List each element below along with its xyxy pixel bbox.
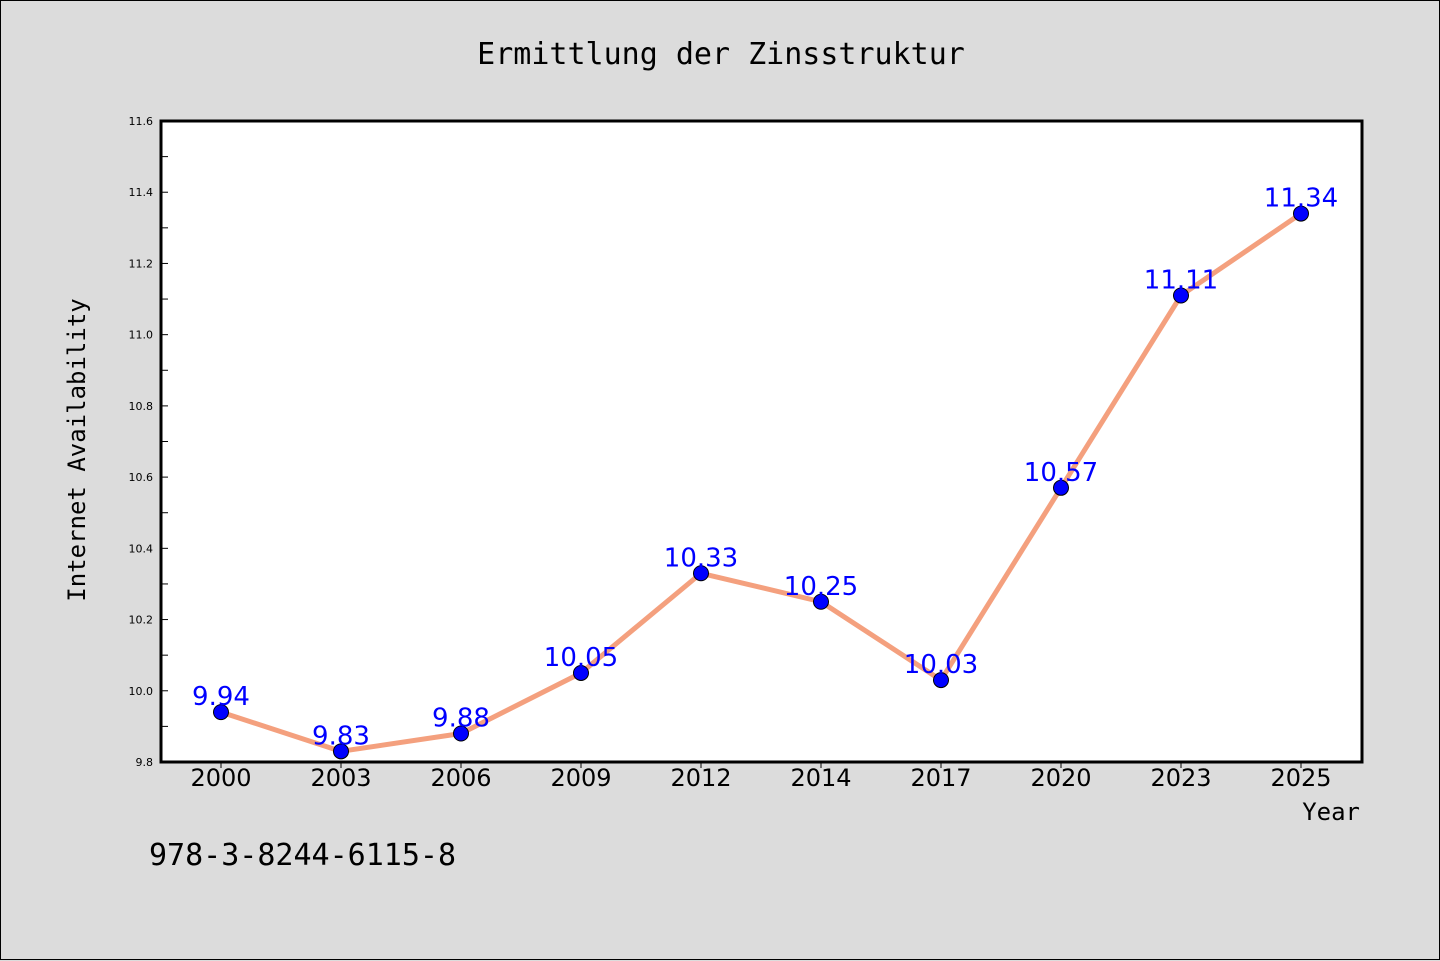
y-tick-label: 10.6 [129, 471, 154, 484]
x-axis-label: Year [1302, 798, 1360, 826]
x-tick-label: 2000 [190, 764, 251, 792]
data-point [1173, 287, 1189, 304]
x-tick-label: 2014 [790, 764, 851, 792]
y-tick-label: 10.8 [129, 400, 154, 413]
footnote-isbn: 978-3-8244-6115-8 [149, 838, 456, 873]
data-label: 10.57 [1024, 458, 1098, 488]
y-tick-label: 11.2 [129, 257, 154, 270]
data-label: 10.05 [544, 643, 618, 673]
data-point [573, 664, 589, 681]
y-tick-label: 10.2 [129, 614, 154, 627]
data-label: 9.94 [192, 682, 250, 712]
y-tick-label: 10.4 [129, 542, 154, 555]
x-tick-label: 2003 [310, 764, 371, 792]
data-point [693, 565, 709, 582]
data-point [933, 672, 949, 689]
y-tick-label: 11.6 [129, 115, 154, 128]
x-axis: 2000 2003 2006 2009 2012 2014 2017 2020 2023 2025 [190, 762, 1332, 792]
data-label: 10.03 [904, 650, 978, 680]
y-tick-label: 9.8 [136, 756, 154, 769]
x-tick-label: 2012 [670, 764, 731, 792]
y-tick-label: 11.0 [129, 329, 154, 342]
y-tick-label: 11.4 [129, 186, 154, 199]
data-point [1053, 479, 1069, 496]
data-label: 10.25 [784, 572, 858, 602]
data-point [213, 704, 229, 721]
data-label: 10.33 [664, 543, 738, 573]
data-point [1293, 205, 1309, 222]
y-tick-label: 10.0 [129, 685, 154, 698]
chart-title: Ermittlung der Zinsstruktur [477, 37, 965, 72]
plot-area [159, 119, 1364, 764]
series: 9.94 9.83 9.88 10.05 10.33 10.25 10.03 10.57 11.… [192, 184, 1338, 760]
y-axis-label: Internet Availability [63, 298, 91, 601]
data-label: 11.11 [1144, 265, 1218, 295]
data-label: 11.34 [1264, 184, 1338, 214]
x-tick-label: 2006 [430, 764, 491, 792]
data-point [333, 743, 349, 760]
data-label: 9.88 [432, 704, 490, 734]
x-tick-label: 2023 [1150, 764, 1211, 792]
series-line [218, 211, 1304, 754]
x-tick-label: 2020 [1030, 764, 1091, 792]
y-axis: 9.8 10.0 10.2 10.4 10.6 10.8 11.0 11.2 11.4 11.6 [129, 115, 168, 769]
data-point [453, 725, 469, 742]
data-label: 9.83 [312, 721, 370, 751]
x-tick-label: 2017 [910, 764, 971, 792]
x-tick-label: 2009 [550, 764, 611, 792]
x-tick-label: 2025 [1270, 764, 1331, 792]
data-point [813, 593, 829, 610]
